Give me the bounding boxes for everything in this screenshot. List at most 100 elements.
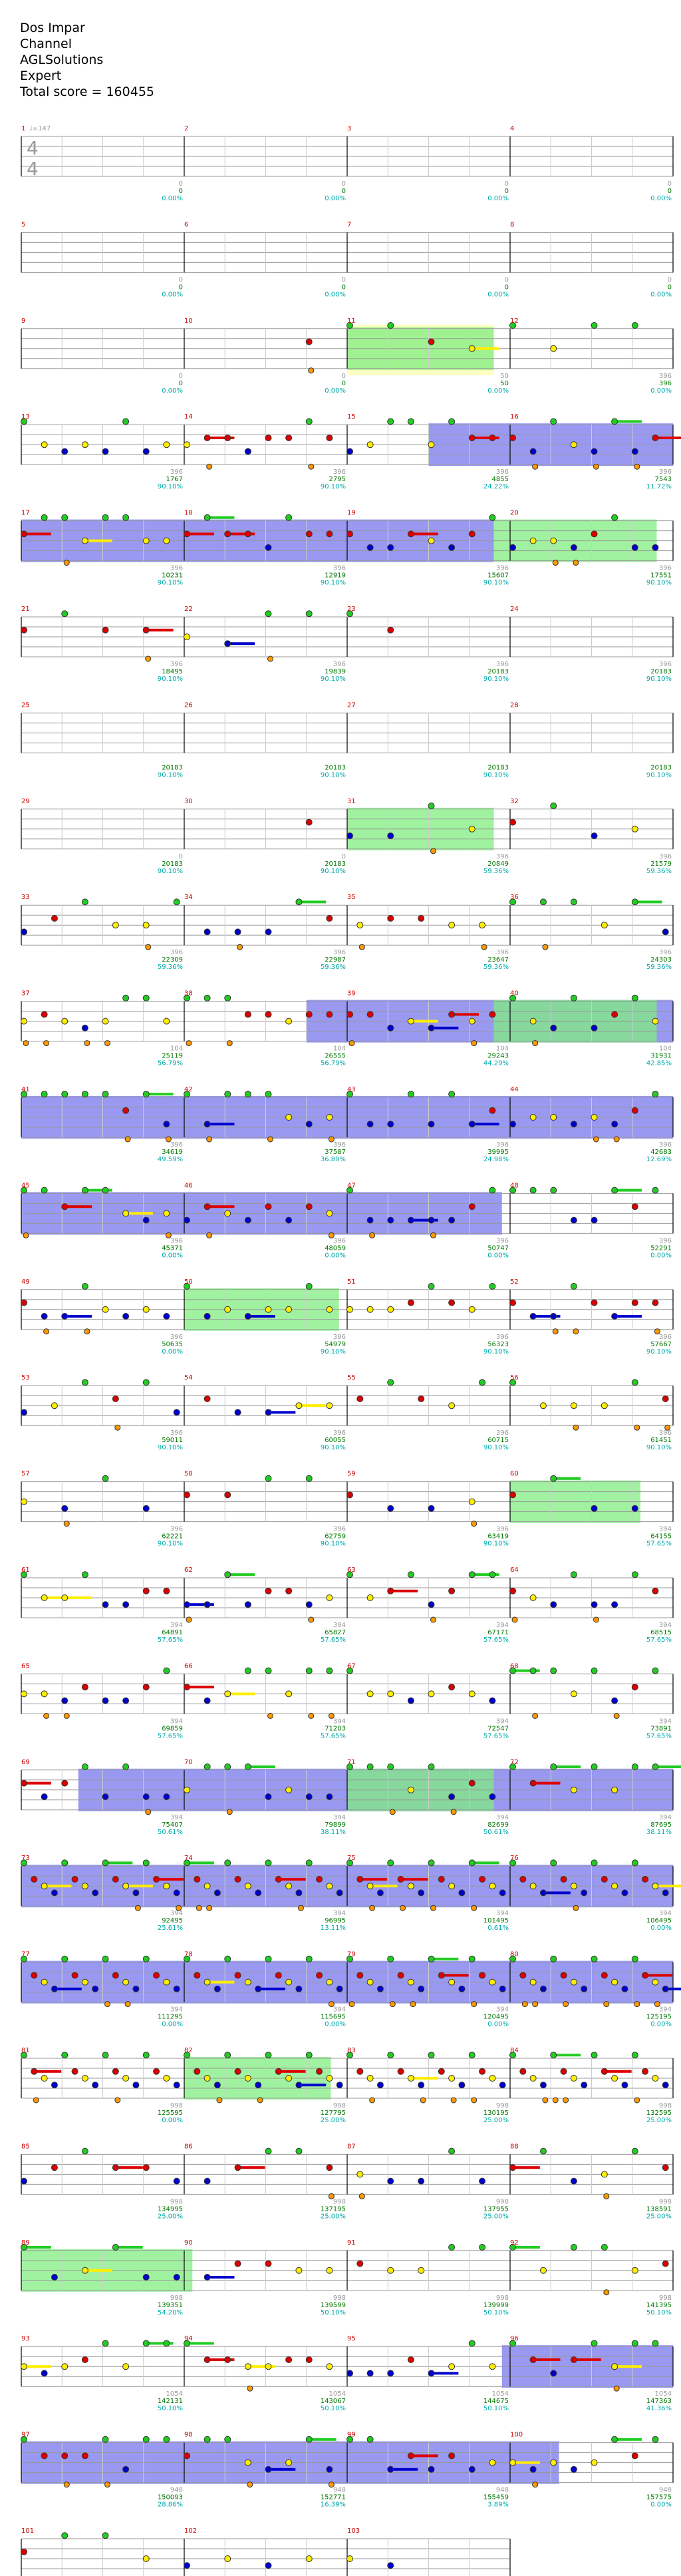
- note-gem: [560, 2068, 567, 2075]
- measure-percent: 36.89%: [321, 1156, 346, 1163]
- note-gem: [550, 1859, 557, 1867]
- note-gem: [479, 1379, 486, 1386]
- measure-percent: 90.10%: [158, 483, 183, 490]
- note-gem: [346, 1667, 353, 1674]
- note-gem: [366, 1594, 374, 1601]
- note-gem: [662, 2082, 669, 2089]
- note-gem: [234, 928, 241, 936]
- note-gem: [21, 2548, 27, 2555]
- note-gem: [387, 1306, 394, 1313]
- measure-percent: 38.11%: [646, 1829, 672, 1836]
- note-gem: [631, 1505, 638, 1512]
- note-gem: [122, 1107, 130, 1114]
- sustain-bar: [614, 1189, 642, 1192]
- note-gem: [448, 1011, 456, 1018]
- note-gem: [102, 2340, 109, 2347]
- note-gem: [631, 544, 638, 551]
- note-gem: [631, 898, 638, 906]
- note-gem: [142, 2340, 150, 2347]
- sustain-bar: [24, 2365, 51, 2368]
- measure-max-score: 394: [170, 2006, 183, 2014]
- measure-number: 24: [510, 606, 519, 613]
- kick-note: [552, 560, 559, 566]
- note-gem: [21, 1299, 27, 1306]
- measure-percent: 0.00%: [325, 2021, 346, 2028]
- note-gem: [387, 1587, 394, 1594]
- note-gem: [163, 441, 170, 449]
- note-gem: [539, 898, 547, 906]
- kick-note: [328, 1136, 335, 1143]
- note-gem: [326, 1793, 333, 1800]
- measure-score: 69859: [162, 1725, 183, 1732]
- note-gem: [326, 2075, 333, 2082]
- kick-note: [196, 1905, 202, 1911]
- note-gem: [631, 1955, 638, 1962]
- measure-percent: 41.36%: [646, 2405, 672, 2412]
- note-gem: [163, 1667, 170, 1674]
- note-gem: [92, 1889, 99, 1897]
- note-gem: [224, 2436, 231, 2443]
- note-gem: [122, 2466, 130, 2473]
- kick-note: [542, 944, 549, 950]
- measure-number: 51: [347, 1278, 356, 1286]
- sustain-bar: [207, 1980, 235, 1984]
- kick-note: [328, 1712, 335, 1719]
- kick-note: [430, 1232, 436, 1238]
- note-gem: [41, 514, 48, 521]
- sustain-bar: [431, 1026, 459, 1029]
- note-gem: [265, 1091, 272, 1098]
- measure-score: 20183: [650, 668, 672, 675]
- note-gem: [387, 1121, 394, 1128]
- measure-score: 20183: [487, 668, 509, 675]
- note-gem: [265, 610, 272, 618]
- note-gem: [387, 832, 394, 839]
- kick-note: [613, 2385, 620, 2392]
- chart-row: [21, 1859, 681, 1911]
- note-gem: [448, 544, 456, 551]
- kick-note: [542, 2097, 549, 2104]
- measure-max-score: 0: [179, 373, 183, 380]
- measure-percent: 0.00%: [162, 195, 183, 202]
- sustain-bar: [665, 1987, 681, 1990]
- kick-note: [532, 1040, 539, 1047]
- measure-percent: 57.65%: [483, 1636, 509, 1644]
- measure-number: 14: [184, 413, 193, 421]
- note-gem: [122, 514, 130, 521]
- measure-number: 68: [510, 1662, 519, 1670]
- note-gem: [581, 1985, 588, 1992]
- sustain-bar: [533, 2358, 561, 2361]
- note-gem: [387, 1216, 394, 1224]
- note-gem: [570, 441, 577, 449]
- note-gem: [122, 994, 130, 1002]
- note-gem: [591, 1955, 598, 1962]
- note-gem: [21, 626, 27, 634]
- kick-note: [63, 2482, 70, 2488]
- note-gem: [326, 1667, 333, 1674]
- measure-percent: 90.10%: [321, 1541, 346, 1548]
- note-gem: [213, 1985, 221, 1992]
- note-gem: [142, 1793, 150, 1800]
- note-gem: [601, 2171, 608, 2178]
- note-gem: [102, 1793, 109, 1800]
- note-gem: [570, 544, 577, 551]
- kick-note: [593, 1616, 599, 1623]
- note-gem: [438, 1876, 445, 1883]
- measure-number: 64: [510, 1566, 519, 1574]
- sustain-bar: [634, 900, 662, 904]
- measure-max-score: 396: [170, 1429, 183, 1437]
- note-gem: [662, 2164, 669, 2171]
- measure-number: 100: [510, 2432, 523, 2439]
- note-gem: [122, 1883, 130, 1890]
- measure-score: 42683: [650, 1149, 672, 1156]
- measure-percent: 90.10%: [646, 1444, 672, 1451]
- note-gem: [224, 1210, 231, 1217]
- note-gem: [285, 1883, 293, 1890]
- note-gem: [244, 530, 251, 538]
- measure-max-score: 396: [170, 468, 183, 476]
- note-gem: [611, 2075, 618, 2082]
- measure-percent: 24.98%: [483, 1156, 509, 1163]
- measure-number: 32: [510, 798, 519, 805]
- measure-max-score: 394: [170, 1718, 183, 1725]
- note-gem: [631, 1203, 638, 1210]
- note-gem: [142, 1505, 150, 1512]
